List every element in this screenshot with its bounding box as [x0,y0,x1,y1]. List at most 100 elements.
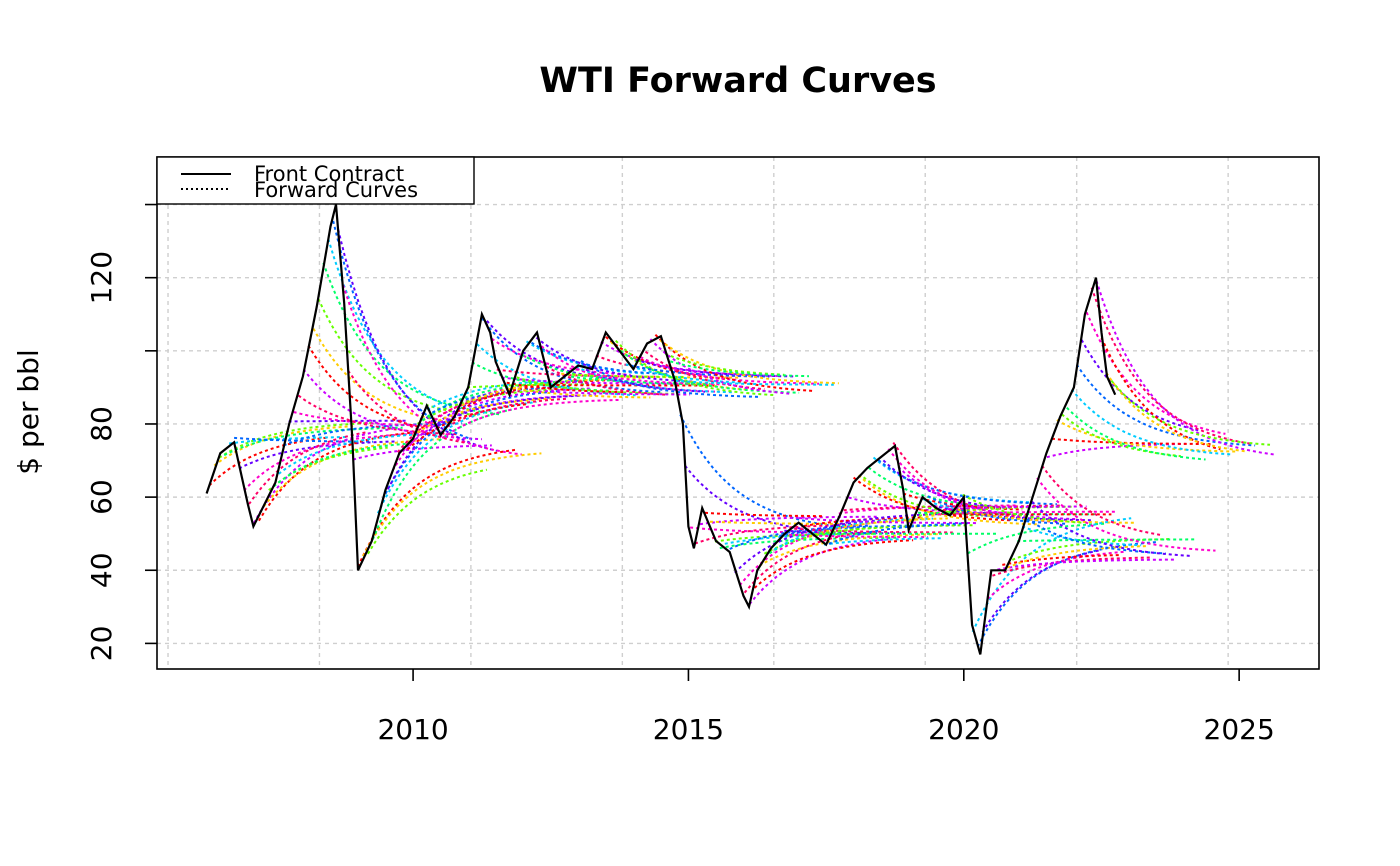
forward-curve [317,298,478,417]
forward-curve [679,414,859,530]
forward-curve [1041,465,1162,536]
legend-front-contract-label: Front Contract [254,162,404,186]
forward-curve [234,436,373,443]
forward-curve [1036,477,1216,552]
forward-curve [748,538,889,605]
forward-curve [828,522,968,545]
forward-curve [451,387,592,415]
forward-curve [381,389,562,500]
forward-curve [649,338,790,395]
forward-curve [704,511,824,518]
forward-curve [352,444,492,461]
forward-curve [491,337,631,376]
forward-curve [630,364,770,378]
forward-curves-layer [208,220,1276,648]
forward-curve [813,524,973,536]
forward-curve [1002,554,1122,566]
forward-curve [511,386,651,399]
forward-curve [521,353,701,386]
forward-curve [664,352,785,376]
forward-curve [297,394,458,436]
forward-curve [481,317,661,393]
forward-curve [332,220,473,441]
forward-curve [1051,437,1211,446]
forward-curve [670,360,810,378]
forward-curve [957,508,1137,524]
forward-curve [362,452,542,557]
forward-curve [659,339,839,385]
forward-curve [1070,388,1231,456]
forward-curve [307,345,428,430]
forward-curve [789,533,928,539]
forward-curve [278,432,438,475]
forward-curve [337,229,498,452]
forward-curve [530,341,671,376]
forward-curve [540,345,720,393]
front-contract-line [205,204,1117,655]
forward-curve [1095,280,1276,456]
forward-curve [947,505,1087,511]
forward-curve [625,363,745,384]
forward-curve [1075,364,1256,447]
forward-curve [506,381,626,394]
forward-curve [585,368,706,393]
forward-curve [273,442,413,488]
forward-curve [877,459,1057,506]
forward-curve [525,340,646,375]
x-tick-label: 2015 [653,713,724,746]
forward-curve [976,541,1157,648]
forward-curve [566,373,686,378]
x-tick-label: 2025 [1204,713,1275,746]
forward-curve [615,339,775,397]
forward-curve [843,505,963,512]
forward-curve [590,372,730,386]
legend-forward-curves-label: Forward Curves [254,178,418,202]
forward-curve [535,336,696,383]
forward-curve [371,408,512,540]
forward-curve [386,390,507,490]
forward-curve [759,533,938,567]
forward-curve [312,328,453,424]
forward-curve [1080,339,1201,432]
legend: Front Contract Forward Curves [156,156,475,205]
forward-curve [862,476,983,518]
x-tick-label: 2020 [928,713,999,746]
forward-curve [223,426,403,457]
forward-curve [322,262,502,416]
y-tick-label: 120 [85,251,118,304]
forward-curve [794,527,953,534]
forward-curve [406,403,527,451]
forward-curve [1031,500,1191,557]
legend-box [156,156,475,205]
forward-curve [446,397,567,428]
forward-curve [283,422,463,447]
forward-curve [551,390,691,396]
forward-curve [288,419,408,423]
forward-curve [719,536,899,550]
forward-curve [342,284,522,456]
chart-title: WTI Forward Curves [539,61,936,101]
forward-curve [243,432,423,492]
forward-curve [248,431,369,505]
forward-curve [857,474,1038,526]
forward-curve [347,370,468,445]
forward-curve [1056,419,1236,453]
forward-curve [357,448,517,568]
forward-curve [694,523,854,545]
front-contract-layer [205,204,1117,655]
forward-curve [228,436,349,445]
y-tick-label: 20 [85,626,118,662]
forward-curve [1021,525,1142,547]
forward-curve [724,533,844,545]
forward-curve [327,238,448,407]
forward-curve [1085,311,1226,435]
forward-curve [823,537,943,546]
forward-curve [967,522,1107,555]
forward-curve [1090,287,1251,445]
forward-curve [1026,518,1166,555]
forward-curve [1110,380,1271,446]
forward-curve [654,333,815,392]
forward-curve [411,397,552,438]
forward-curve [882,459,1003,509]
